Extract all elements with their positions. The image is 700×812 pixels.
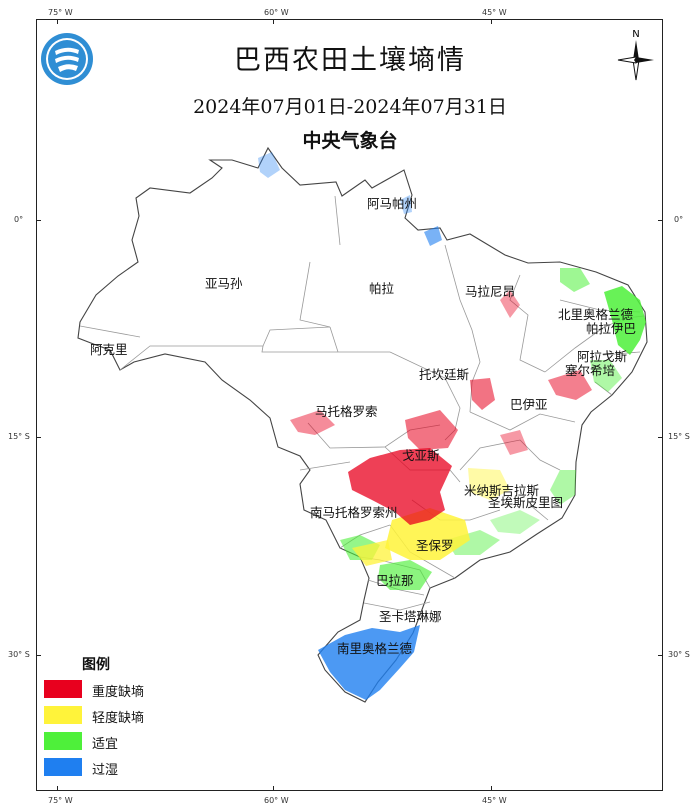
state-label-santa-catarina: 圣卡塔琳娜: [379, 609, 442, 624]
state-label-maranhao: 马拉尼昂: [465, 284, 516, 299]
lon-tickmark: [273, 19, 274, 24]
state-label-parana: 巴拉那: [376, 573, 414, 588]
lat-tick-right-0: 0°: [674, 215, 684, 224]
legend-swatch: [44, 706, 82, 724]
lon-tickmark: [57, 786, 58, 791]
lat-tick-right-15s: 15° S: [668, 432, 690, 441]
lon-tick-top-75w: 75° W: [48, 8, 73, 17]
legend-label: 重度缺墒: [92, 685, 145, 700]
lon-tick-bottom-60w: 60° W: [264, 796, 289, 805]
state-label-amazonas: 亚马孙: [205, 276, 243, 291]
legend-swatch: [44, 732, 82, 750]
legend-swatch: [44, 758, 82, 776]
state-label-espirito-santo: 圣埃斯皮里图: [488, 495, 564, 510]
state-label-bahia: 巴伊亚: [510, 397, 548, 412]
state-label-sergipe: 塞尔希培: [565, 363, 616, 378]
lat-tickmark: [658, 437, 663, 438]
lon-tick-top-60w: 60° W: [264, 8, 289, 17]
lon-tick-top-45w: 45° W: [482, 8, 507, 17]
state-label-rio-grande-do-sul: 南里奥格兰德: [337, 641, 413, 656]
legend-label: 适宜: [92, 737, 119, 752]
state-label-tocantins: 托坎廷斯: [419, 367, 470, 382]
state-label-mato-grosso: 马托格罗索: [315, 404, 378, 419]
state-label-alagoas: 阿拉戈斯: [577, 349, 628, 364]
lat-tickmark: [36, 220, 41, 221]
legend-title: 图例: [82, 657, 110, 673]
legend-swatch: [44, 680, 82, 698]
lat-tickmark: [36, 655, 41, 656]
lat-tick-left-15s: 15° S: [8, 432, 30, 441]
lat-tickmark: [36, 437, 41, 438]
north-label: N: [632, 29, 639, 40]
lon-tickmark: [491, 786, 492, 791]
lat-tick-right-30s: 30° S: [668, 650, 690, 659]
lon-tickmark: [273, 786, 274, 791]
state-label-paraiba: 帕拉伊巴: [586, 321, 637, 336]
state-label-rio-grande-do-norte: 北里奥格兰德: [558, 307, 634, 322]
map-title: 巴西农田土壤墒情: [234, 45, 466, 76]
lat-tick-left-30s: 30° S: [8, 650, 30, 659]
agency-name: 中央气象台: [302, 130, 398, 152]
state-label-acre: 阿克里: [90, 342, 128, 357]
brazil-outline: [77, 146, 648, 703]
state-label-para: 帕拉: [369, 281, 395, 296]
lat-tick-left-0: 0°: [14, 215, 24, 224]
legend-label: 轻度缺墒: [92, 711, 145, 726]
lat-tickmark: [658, 655, 663, 656]
lon-tick-bottom-75w: 75° W: [48, 796, 73, 805]
state-label-sao-paulo: 圣保罗: [416, 538, 454, 553]
cma-logo-icon: [41, 33, 93, 85]
lon-tickmark: [57, 19, 58, 24]
lat-tickmark: [658, 220, 663, 221]
state-label-amapa: 阿马帕州: [367, 196, 418, 211]
legend-label: 过湿: [92, 763, 119, 778]
state-label-goias: 戈亚斯: [402, 448, 440, 463]
lon-tick-bottom-45w: 45° W: [482, 796, 507, 805]
north-arrow-icon: N: [617, 29, 654, 81]
map-frame: [36, 19, 663, 791]
date-range: 2024年07月01日-2024年07月31日: [193, 96, 507, 118]
moisture-patches: [258, 152, 646, 700]
lon-tickmark: [491, 19, 492, 24]
state-label-mato-grosso-do-sul: 南马托格罗索州: [310, 505, 398, 520]
state-label-minas-gerais: 米纳斯吉拉斯: [464, 483, 540, 498]
